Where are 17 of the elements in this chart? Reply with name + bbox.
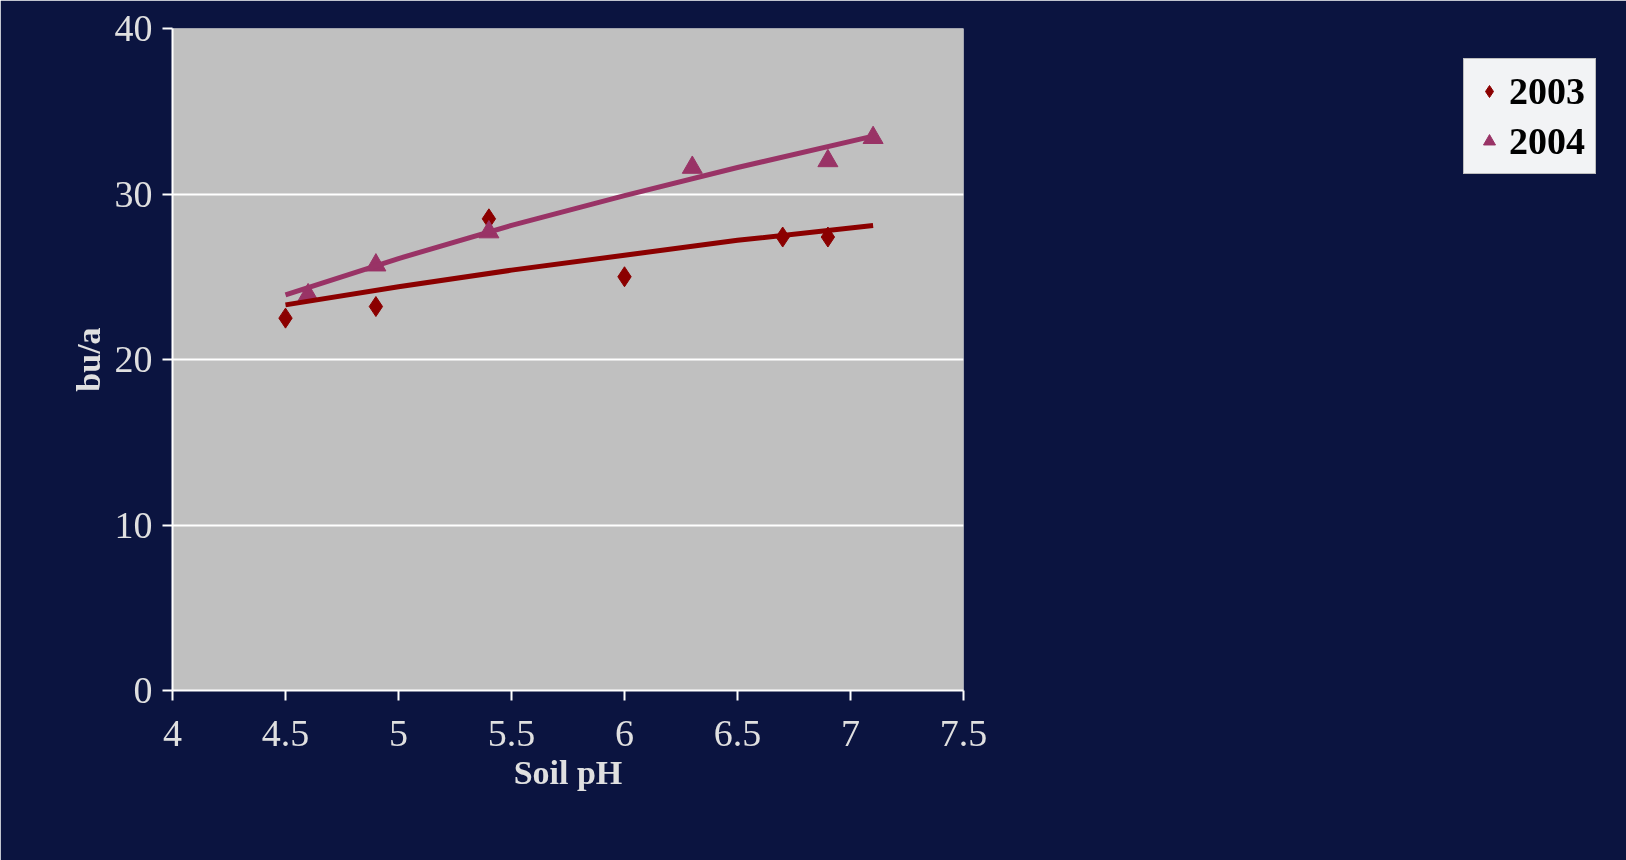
y-axis-title: bu/a	[69, 327, 107, 392]
x-tick-label: 7.5	[939, 711, 988, 754]
x-tick-label: 4.5	[261, 711, 310, 754]
y-tick-label: 20	[114, 338, 153, 380]
x-tick-label: 5	[389, 711, 408, 754]
y-tick-label: 10	[114, 503, 153, 546]
x-tick-label: 6.5	[713, 711, 762, 754]
x-tick-label: 6	[615, 711, 634, 754]
x-axis-title: Soil pH	[513, 753, 623, 791]
x-tick-label: 5.5	[487, 711, 536, 754]
y-tick-label: 40	[114, 7, 153, 49]
x-tick-label: 7	[841, 711, 860, 754]
y-tick-label: 0	[133, 669, 153, 711]
legend-label: 2004	[1509, 119, 1585, 163]
x-tick-label: 4	[163, 711, 182, 754]
legend-label: 2003	[1509, 69, 1585, 113]
y-tick-label: 30	[114, 172, 153, 215]
